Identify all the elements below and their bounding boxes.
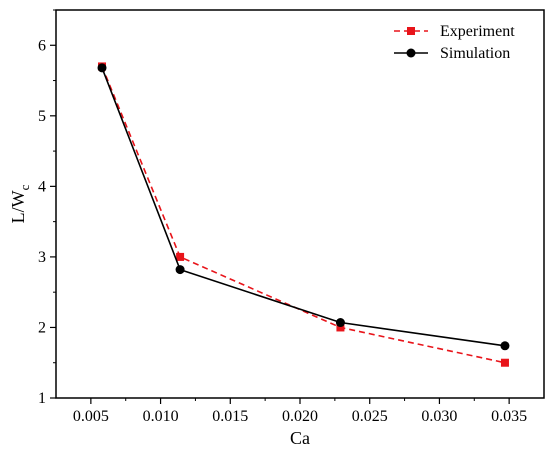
y-tick-label: 1 xyxy=(38,390,46,407)
legend: Experiment Simulation xyxy=(394,23,515,62)
simulation-point xyxy=(97,63,107,73)
simulation-point xyxy=(175,265,185,275)
experiment-point xyxy=(500,358,509,367)
y-tick-label: 4 xyxy=(38,178,46,195)
y-axis-title: L/Wc xyxy=(8,184,32,223)
plot-frame xyxy=(55,9,545,399)
simulation-point xyxy=(500,341,510,351)
y-axis-title-subscript: c xyxy=(17,184,32,190)
legend-simulation-label: Simulation xyxy=(440,45,510,62)
y-tick-label: 5 xyxy=(38,108,46,125)
y-axis: 1 2 3 4 5 6 xyxy=(38,9,56,407)
x-tick-label: 0.010 xyxy=(143,408,179,425)
x-tick-label: 0.020 xyxy=(282,408,318,425)
x-axis-title: Ca xyxy=(290,428,310,448)
series-layer xyxy=(97,62,510,367)
y-tick-label: 3 xyxy=(38,249,46,266)
y-axis-title-main: L/W xyxy=(8,190,28,223)
x-tick-label: 0.005 xyxy=(73,408,109,425)
y-tick-label: 2 xyxy=(38,319,46,336)
legend-simulation-marker xyxy=(406,48,416,58)
x-tick-label: 0.025 xyxy=(352,408,388,425)
experiment-line xyxy=(101,66,506,364)
simulation-line xyxy=(101,67,506,347)
y-tick-label: 6 xyxy=(38,37,46,54)
experiment-point xyxy=(176,252,185,261)
x-tick-label: 0.035 xyxy=(491,408,527,425)
simulation-point xyxy=(335,318,345,328)
x-tick-label: 0.030 xyxy=(421,408,457,425)
legend-experiment-marker xyxy=(407,27,415,35)
legend-experiment-label: Experiment xyxy=(440,23,515,40)
experiment-point xyxy=(336,323,345,332)
x-tick-label: 0.015 xyxy=(212,408,248,425)
x-axis: 0.005 0.010 0.015 0.020 0.025 0.030 0.035 xyxy=(73,398,527,425)
